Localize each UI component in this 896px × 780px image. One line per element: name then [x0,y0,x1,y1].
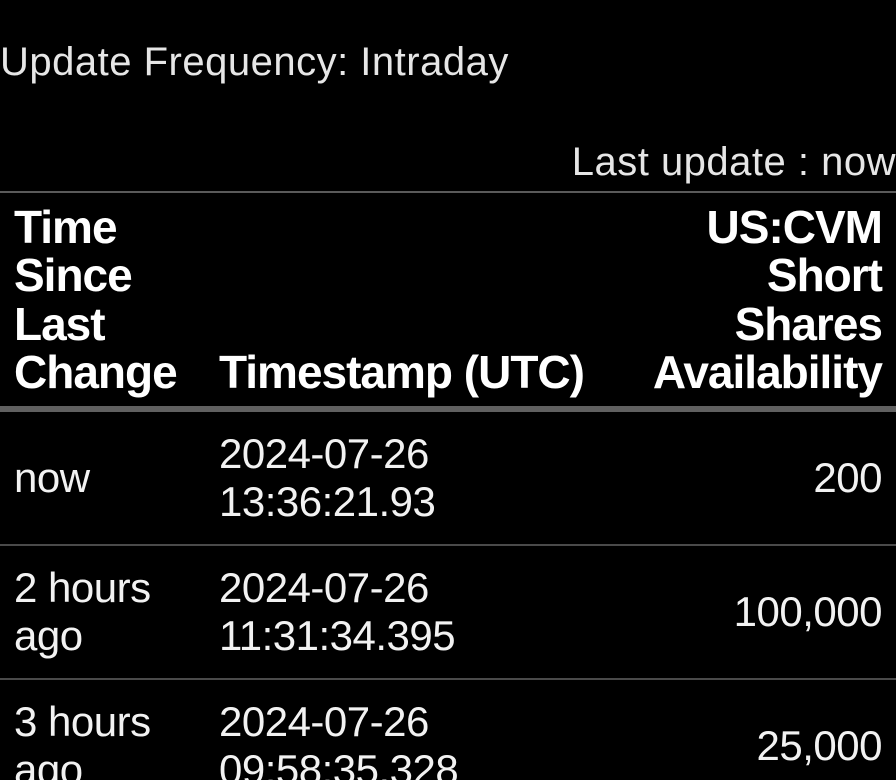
cell-timestamp: 2024-07-26 13:36:21.93 [205,409,620,545]
column-header-time-since[interactable]: Time Since Last Change [0,193,205,409]
table-row: 2 hours ago 2024-07-26 11:31:34.395 100,… [0,545,896,679]
cell-time-since: 2 hours ago [0,545,205,679]
table-row: 3 hours ago 2024-07-26 09:58:35.328 25,0… [0,679,896,780]
update-frequency-label: Update Frequency: Intraday [0,0,896,85]
last-update-label: Last update : now [0,85,896,191]
cell-timestamp: 2024-07-26 11:31:34.395 [205,545,620,679]
table-header-row: Time Since Last Change Timestamp (UTC) U… [0,193,896,409]
cell-availability: 200 [620,409,896,545]
short-availability-panel: Update Frequency: Intraday Last update :… [0,0,896,780]
cell-availability: 100,000 [620,545,896,679]
cell-time-since: now [0,409,205,545]
table-row: now 2024-07-26 13:36:21.93 200 [0,409,896,545]
column-header-timestamp[interactable]: Timestamp (UTC) [205,193,620,409]
column-header-availability[interactable]: US:CVM Short Shares Availability [620,193,896,409]
short-availability-table: Time Since Last Change Timestamp (UTC) U… [0,193,896,780]
cell-time-since: 3 hours ago [0,679,205,780]
cell-timestamp: 2024-07-26 09:58:35.328 [205,679,620,780]
cell-availability: 25,000 [620,679,896,780]
